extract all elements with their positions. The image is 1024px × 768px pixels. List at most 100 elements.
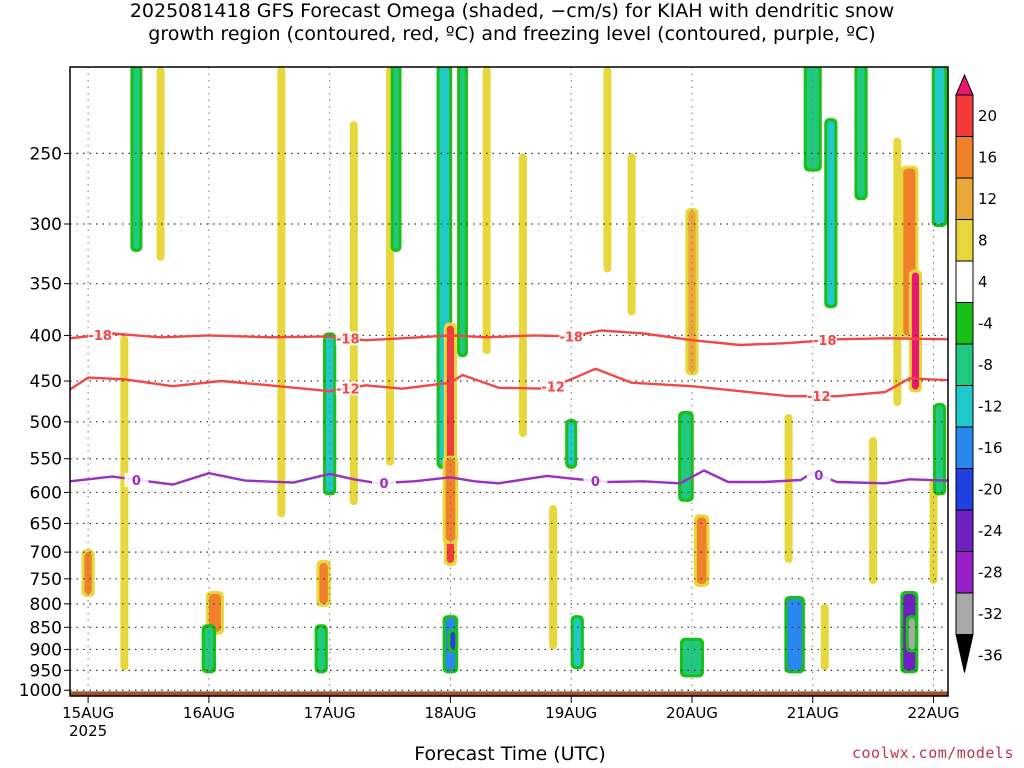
omega-cell [806, 67, 819, 169]
omega-cell [688, 210, 696, 373]
omega-cell [133, 67, 140, 250]
omega-cell [549, 505, 558, 650]
omega-cell [445, 458, 456, 541]
colorbar-label: -4 [978, 315, 993, 333]
x-tick-label: 20AUG [666, 704, 718, 722]
contour-label: -18 [336, 332, 360, 347]
omega-cell [393, 67, 399, 250]
colorbar-label: -20 [978, 481, 1003, 499]
contour-label: 0 [591, 475, 600, 490]
omega-cell [120, 335, 129, 671]
y-tick-label: 750 [30, 570, 62, 590]
colorbar-segment [955, 136, 974, 179]
x-tick-label: 15AUG [62, 704, 114, 722]
chart-title-line-1: 2025081418 GFS Forecast Omega (shaded, −… [129, 0, 895, 22]
omega-cell [568, 421, 575, 466]
y-tick-label: 400 [30, 326, 62, 346]
omega-cell [573, 618, 581, 667]
omega-cell [820, 603, 829, 671]
chart-title: 2025081418 GFS Forecast Omega (shaded, −… [0, 0, 1024, 46]
y-tick-label: 900 [30, 640, 62, 660]
omega-cell [277, 67, 286, 518]
omega-cell [784, 413, 793, 564]
x-axis-label: Forecast Time (UTC) [414, 743, 606, 765]
contour-label-bg [335, 381, 360, 396]
omega-cell [518, 153, 527, 438]
contour-label: -18 [88, 329, 112, 344]
contour-label-bg [806, 467, 831, 482]
colorbar-segment [955, 426, 974, 469]
omega-cell [84, 552, 92, 595]
y-tick-label: 350 [30, 275, 62, 295]
omega-cell [908, 618, 915, 650]
y-tick-label: 300 [30, 215, 62, 235]
omega-cell [827, 121, 835, 306]
contour-label-bg [335, 331, 360, 346]
omega-cell [460, 67, 465, 355]
contour-label-bg [559, 329, 584, 344]
colorbar-segment [955, 468, 974, 511]
omega-cell [204, 627, 214, 671]
colorbar-segment [955, 551, 974, 594]
colorbar-label: 12 [978, 190, 997, 208]
contour-line [69, 329, 949, 347]
colorbar-segment [955, 302, 974, 345]
contour-label-bg [88, 327, 113, 342]
y-tick-label: 850 [30, 618, 62, 638]
colorbar-label: -16 [978, 439, 1003, 457]
y-tick-label: 600 [30, 483, 62, 503]
omega-cell [857, 67, 865, 198]
omega-cell [696, 517, 707, 584]
colorbar-segment [955, 219, 974, 262]
omega-cell [319, 563, 328, 604]
colorbar-label: -24 [978, 522, 1003, 540]
x-tick-label: 19AUG [545, 704, 597, 722]
y-tick-label: 450 [30, 372, 62, 392]
contour-label: 0 [814, 469, 823, 484]
colorbar-segment [955, 592, 974, 635]
ground-surface [70, 691, 948, 696]
y-tick-label: 800 [30, 595, 62, 615]
contour-label: 0 [132, 474, 141, 489]
omega-cell [450, 631, 456, 650]
colorbar-bottom-arrow [955, 634, 974, 673]
contour-line [69, 367, 949, 398]
x-tick-label: 17AUG [304, 704, 356, 722]
contour-label: -12 [807, 390, 831, 405]
y-tick-label: 950 [30, 661, 62, 681]
colorbar-segment [955, 260, 974, 303]
y-tick-label: 550 [30, 450, 62, 470]
omega-cell [317, 627, 325, 671]
contour-label-bg [541, 379, 566, 394]
colorbar-label: 8 [978, 232, 988, 250]
colorbar-label: 4 [978, 273, 988, 291]
watermark: coolwx.com/models [851, 744, 1014, 762]
y-tick-label: 1000 [19, 681, 62, 701]
contour-label-bg [812, 333, 837, 348]
x-tick-year: 2025 [69, 722, 107, 740]
colorbar-segment [955, 343, 974, 386]
colorbar-label: -12 [978, 398, 1003, 416]
colorbar-label: 20 [978, 107, 997, 125]
omega-cell [934, 67, 945, 225]
omega-shading [81, 67, 948, 678]
contour-label-bg [372, 475, 397, 490]
contour-label: -18 [813, 334, 837, 349]
contour-label-bg [583, 473, 608, 488]
x-tick-label: 18AUG [424, 704, 476, 722]
colorbar-segment [955, 509, 974, 552]
omega-cell [787, 598, 802, 671]
omega-cell [627, 153, 636, 316]
colorbar-top-arrow [955, 73, 974, 96]
y-tick-label: 500 [30, 413, 62, 433]
omega-cell [893, 137, 902, 407]
contour-label: -18 [559, 330, 583, 345]
colorbar-segment [955, 94, 974, 137]
contour-label: 0 [379, 477, 388, 492]
contour-label-bg [124, 472, 149, 487]
colorbar-label: -28 [978, 564, 1003, 582]
omega-cell [681, 413, 691, 499]
omega-cell [326, 335, 334, 493]
x-tick-label: 22AUG [908, 704, 960, 722]
